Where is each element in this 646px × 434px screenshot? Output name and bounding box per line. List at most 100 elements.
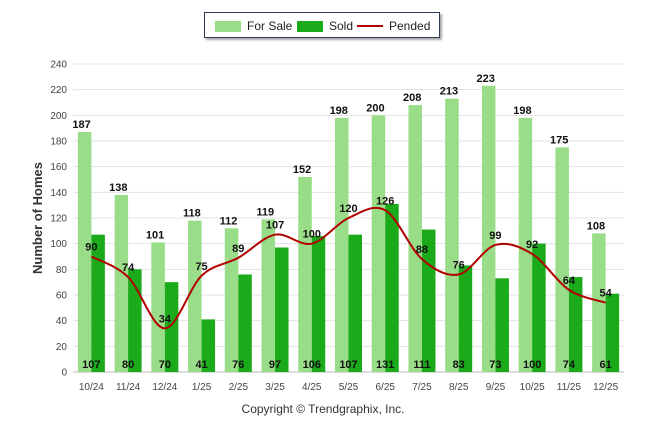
y-tick-label: 80 [56,265,68,276]
bar-sold [238,274,252,372]
x-tick-label: 6/25 [375,382,395,393]
data-label-pended: 126 [376,195,394,207]
y-tick-label: 100 [50,239,67,250]
data-label-sold: 80 [122,359,134,371]
bar-for-sale [555,147,569,372]
data-label-sold: 107 [82,359,100,371]
data-label-for-sale: 187 [72,119,90,131]
data-label-pended: 107 [266,220,284,232]
y-tick-label: 20 [56,342,68,353]
data-label-for-sale: 213 [440,86,458,98]
bar-for-sale [481,85,496,373]
bar-sold [458,265,473,372]
y-tick-label: 140 [50,188,67,199]
x-tick-label: 10/25 [520,382,545,393]
bar-for-sale [188,220,202,372]
bar-sold [164,282,179,372]
x-tick-label: 5/25 [339,382,359,393]
data-label-for-sale: 118 [183,208,201,220]
data-label-pended: 64 [563,275,576,287]
data-label-for-sale: 223 [477,73,495,85]
data-label-sold: 106 [303,359,321,371]
y-tick-label: 60 [56,291,68,302]
bar-sold [311,235,326,372]
data-label-pended: 88 [416,244,428,256]
bar-for-sale [298,176,312,372]
bar-sold [348,234,362,372]
data-label-for-sale: 200 [366,102,384,114]
bar-sold [568,277,583,372]
data-label-for-sale: 101 [146,229,164,241]
data-label-sold: 131 [376,359,394,371]
legend-label-for-sale: For Sale [247,19,293,33]
data-label-pended: 74 [122,262,135,274]
data-label-sold: 76 [232,359,244,371]
bar-for-sale [114,194,129,372]
line-pended [90,206,606,330]
x-tick-label: 1/25 [192,382,212,393]
legend-item-sold[interactable]: Sold [297,19,353,33]
data-label-sold: 83 [453,359,465,371]
bar-for-sale [335,117,349,373]
chart-legend: For Sale Sold Pended [204,12,440,38]
y-tick-label: 160 [50,162,67,173]
data-label-pended: 54 [600,288,613,300]
data-label-for-sale: 208 [403,92,421,104]
x-tick-label: 4/25 [302,382,322,393]
data-label-sold: 73 [489,359,501,371]
bar-sold [495,278,509,372]
data-label-pended: 89 [232,243,244,255]
data-label-sold: 70 [159,359,171,371]
legend-swatch-sold [297,20,323,32]
data-label-sold: 100 [523,359,541,371]
bar-sold [385,203,399,372]
data-label-pended: 99 [489,230,501,242]
data-label-sold: 97 [269,359,281,371]
x-tick-label: 12/25 [593,382,618,393]
data-label-sold: 41 [195,359,207,371]
y-tick-label: 0 [61,368,67,379]
bar-for-sale [592,233,606,372]
bar-for-sale [518,117,533,373]
y-axis-title: Number of Homes [30,162,45,274]
legend-item-for-sale[interactable]: For Sale [215,19,292,33]
legend-swatch-pended [357,25,383,27]
y-tick-label: 40 [56,316,68,327]
data-label-for-sale: 138 [109,182,127,194]
y-tick-label: 120 [50,214,67,225]
legend-label-pended: Pended [389,19,431,33]
bar-for-sale [371,115,386,372]
data-label-pended: 120 [339,203,357,215]
data-label-for-sale: 175 [550,134,568,146]
bar-sold [605,293,620,372]
bar-sold [91,234,105,372]
bar-sold [275,247,289,372]
legend-label-sold: Sold [329,19,354,33]
legend-item-pended[interactable]: Pended [357,19,430,33]
x-tick-label: 9/25 [486,382,506,393]
y-tick-label: 240 [50,60,67,71]
bar-sold [128,269,142,372]
bar-for-sale [77,132,92,372]
data-label-for-sale: 108 [587,220,605,232]
data-label-sold: 111 [413,359,430,371]
y-tick-label: 180 [50,137,67,148]
legend-swatch-for-sale [215,20,241,32]
bar-for-sale [445,98,459,373]
data-label-pended: 75 [195,261,207,273]
data-label-for-sale: 112 [220,215,238,227]
data-label-pended: 100 [303,229,321,241]
data-label-for-sale: 198 [513,105,531,117]
x-tick-label: 7/25 [412,382,432,393]
data-label-pended: 90 [85,242,97,254]
x-tick-label: 2/25 [229,382,249,393]
data-label-sold: 61 [600,359,612,371]
data-label-sold: 74 [563,359,576,371]
data-label-pended: 34 [159,313,172,325]
x-tick-label: 3/25 [265,382,285,393]
data-label-pended: 92 [526,239,538,251]
bar-for-sale [408,105,422,373]
copyright-text: Copyright © Trendgraphix, Inc. [241,402,405,416]
bar-for-sale [151,242,165,372]
